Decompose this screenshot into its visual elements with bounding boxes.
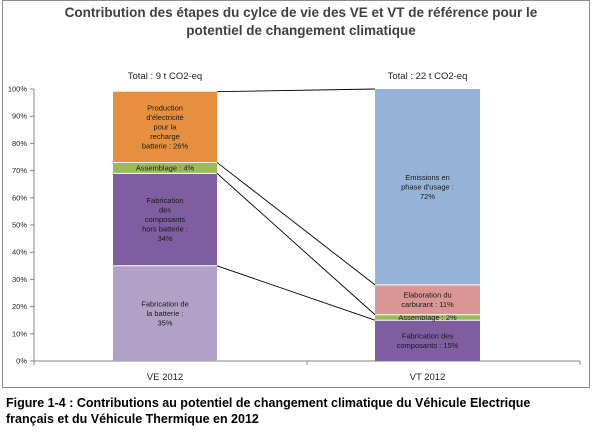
bar-total-label: Total : 9 t CO2-eq xyxy=(128,71,202,82)
segment-label: composants : 15% xyxy=(397,341,459,350)
series-connector-line xyxy=(216,162,376,286)
segment-label: la batterie : xyxy=(146,309,183,318)
y-tick-label: 20% xyxy=(12,302,27,311)
segment-label: Elaboration du xyxy=(403,291,451,300)
x-category-label: VT 2012 xyxy=(410,372,446,383)
chart-svg: Contribution des étapes du cylce de vie … xyxy=(8,5,581,383)
bar-segment xyxy=(113,265,217,361)
bar-segment xyxy=(375,320,480,361)
chart-title-line-1: Contribution des étapes du cylce de vie … xyxy=(65,5,538,20)
y-tick-label: 90% xyxy=(12,112,27,121)
y-tick-label: 50% xyxy=(12,221,27,230)
y-tick-label: 70% xyxy=(12,166,27,175)
segment-label: pour la xyxy=(154,123,178,132)
figure-caption: Figure 1-4 : Contributions au potentiel … xyxy=(6,395,591,427)
segment-label: Fabrication de xyxy=(141,300,189,309)
y-tick-label: 100% xyxy=(8,85,28,94)
series-connector-line xyxy=(216,172,376,316)
x-category-label: VE 2012 xyxy=(147,372,183,383)
series-connector-line xyxy=(216,265,376,321)
y-tick-label: 80% xyxy=(12,139,27,148)
caption-line-1: Figure 1-4 : Contributions au potentiel … xyxy=(6,396,531,410)
bar-segment xyxy=(375,314,480,321)
segment-label: carburant : 11% xyxy=(401,300,454,309)
chart-frame xyxy=(2,0,590,388)
bar-segment xyxy=(113,173,217,266)
chart-title-line-2: potentiel de changement climatique xyxy=(186,23,416,38)
y-tick-label: 60% xyxy=(12,193,27,202)
caption-line-2: français et du Véhicule Thermique en 201… xyxy=(6,412,259,426)
segment-label: Fabrication des xyxy=(402,331,454,340)
segment-label: 35% xyxy=(157,319,172,328)
bar-segment xyxy=(113,162,217,174)
segment-label: batterie : 26% xyxy=(142,142,189,151)
bar-segment xyxy=(375,89,480,285)
segment-label: d'électricité xyxy=(146,113,183,122)
segment-label: des xyxy=(159,206,171,215)
y-tick-label: 10% xyxy=(12,329,27,338)
segment-label: phase d'usage : xyxy=(401,183,454,192)
bar-segment xyxy=(375,284,480,315)
segment-label: 34% xyxy=(157,234,172,243)
y-tick-label: 0% xyxy=(16,357,27,366)
bar-total-label: Total : 22 t CO2-eq xyxy=(388,71,468,82)
segment-label: Production xyxy=(147,104,183,113)
segment-label: composants xyxy=(145,215,186,224)
y-tick-label: 40% xyxy=(12,248,27,257)
segment-label: 72% xyxy=(420,192,435,201)
series-connector-line xyxy=(216,88,376,93)
segment-label: Assemblage : 2% xyxy=(398,313,457,322)
segment-label: Fabrication xyxy=(146,196,183,205)
segment-label: Assemblage : 4% xyxy=(136,163,195,172)
segment-label: hors batterie : xyxy=(142,225,188,234)
y-tick-label: 30% xyxy=(12,275,27,284)
bar-segment xyxy=(113,91,217,163)
segment-label: recharge xyxy=(150,132,180,141)
segment-label: Emissions en xyxy=(405,173,450,182)
